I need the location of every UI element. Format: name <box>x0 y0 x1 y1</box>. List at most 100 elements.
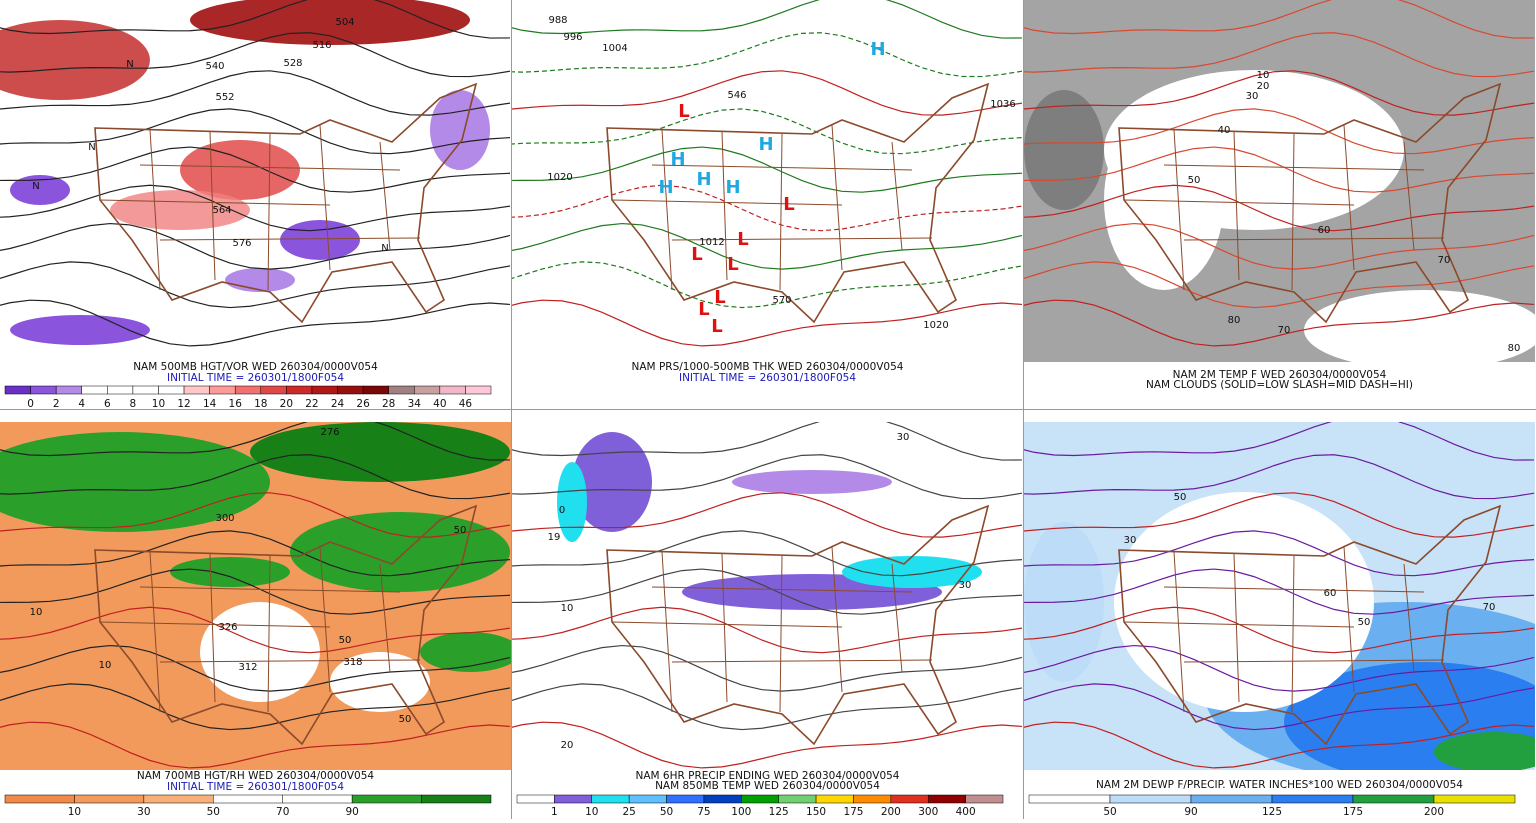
colorbar-label: 400 <box>956 806 976 818</box>
contour-line <box>0 146 511 193</box>
colorbar-segment <box>337 385 364 395</box>
colorbar-label: 0 <box>27 398 34 410</box>
contour-label: 326 <box>218 622 237 633</box>
colorbar-label: 12 <box>177 398 190 410</box>
colorbar-segment <box>209 385 236 395</box>
contour-line <box>512 108 1023 155</box>
contour-label: 50 <box>1358 617 1371 628</box>
colorbar-label: 90 <box>345 806 358 818</box>
colorbar-label: 16 <box>229 398 243 410</box>
colorbar-label: 40 <box>433 398 446 410</box>
contour-line <box>512 70 1023 116</box>
state-border <box>661 551 673 713</box>
colorbar-label: 20 <box>280 398 293 410</box>
contour-line <box>0 222 511 270</box>
contour-label: N <box>88 142 95 153</box>
shaded-area <box>10 175 70 205</box>
contour-line <box>512 146 1023 193</box>
colorbar-label: 30 <box>137 806 150 818</box>
colorbar-label: 22 <box>305 398 318 410</box>
caption: NAM 700MB HGT/RH WED 260304/0000V054 <box>137 770 375 782</box>
colorbar-segment <box>414 385 441 395</box>
contour-line <box>1024 644 1535 692</box>
contour-line <box>0 184 511 232</box>
colorbar-label: 50 <box>660 806 673 818</box>
colorbar-segment <box>213 794 283 804</box>
contour-label: 570 <box>772 295 791 306</box>
colorbar-label: 18 <box>254 398 267 410</box>
shaded-area <box>200 602 320 702</box>
colorbar-segment <box>1271 794 1354 804</box>
contour-label: 20 <box>561 740 574 751</box>
colorbar-segment <box>234 385 262 395</box>
contour-label: 318 <box>343 657 362 668</box>
contour-label: 540 <box>205 61 224 72</box>
colorbar-segment <box>815 794 854 804</box>
contour-line <box>1024 222 1535 270</box>
contour-line <box>1024 184 1535 232</box>
colorbar-segment <box>55 385 82 395</box>
state-border <box>891 141 903 251</box>
contour-label: 60 <box>1318 225 1331 236</box>
initial-time: INITIAL TIME = 260301/1800F054 <box>679 372 856 384</box>
contour-label: 60 <box>1324 588 1337 599</box>
contour-label: 30 <box>1124 535 1137 546</box>
contour-line <box>1024 261 1535 309</box>
colorbar-segment <box>703 794 742 804</box>
colorbar-label: 300 <box>918 806 938 818</box>
contour-label: 30 <box>959 580 972 591</box>
state-border <box>651 586 913 593</box>
colorbar-label: 50 <box>207 806 220 818</box>
contour-line <box>512 222 1023 270</box>
colorbar-segment <box>74 794 145 804</box>
state-border <box>671 659 933 663</box>
contour-line <box>0 422 511 461</box>
contour-label: 80 <box>1508 343 1521 354</box>
colorbar-label: 125 <box>769 806 789 818</box>
country-border <box>606 82 990 324</box>
colorbar-segment <box>1190 794 1273 804</box>
pressure-center: H <box>696 169 711 190</box>
contour-line <box>0 530 511 577</box>
contour-line <box>512 492 1023 538</box>
contour-line <box>0 606 511 654</box>
contour-label: 1020 <box>547 172 572 183</box>
shaded-area <box>842 556 982 588</box>
state-border <box>319 124 331 271</box>
contour-label: 30 <box>897 432 910 443</box>
country-border <box>1118 82 1502 324</box>
shaded-area <box>1434 732 1535 770</box>
state-border <box>99 621 331 628</box>
shaded-area <box>170 557 290 587</box>
pressure-center: L <box>727 254 738 275</box>
contour-label: 1020 <box>923 320 948 331</box>
contour-line <box>0 0 511 39</box>
colorbar-label: 200 <box>1424 806 1444 818</box>
contour-label: 50 <box>454 525 467 536</box>
state-border <box>379 563 391 673</box>
colorbar-segment <box>107 385 134 395</box>
contour-line <box>512 568 1023 615</box>
contour-line <box>1024 606 1535 654</box>
colorbar-label: 10 <box>68 806 81 818</box>
colorbar-label: 90 <box>1184 806 1197 818</box>
state-border <box>1233 131 1240 281</box>
colorbar-segment <box>741 794 779 804</box>
colorbar-label: 24 <box>331 398 345 410</box>
state-border <box>1233 553 1240 703</box>
shaded-area <box>250 422 510 482</box>
contour-label: 50 <box>399 714 412 725</box>
map-background <box>512 0 1023 362</box>
colorbar-label: 14 <box>203 398 217 410</box>
contour-line <box>512 261 1023 309</box>
colorbar-label: 175 <box>843 806 863 818</box>
state-border <box>831 546 843 693</box>
state-border <box>831 124 843 271</box>
colorbar-segment <box>1352 794 1435 804</box>
contour-line <box>512 0 1023 39</box>
contour-label: N <box>381 243 388 254</box>
contour-line <box>512 721 1023 769</box>
